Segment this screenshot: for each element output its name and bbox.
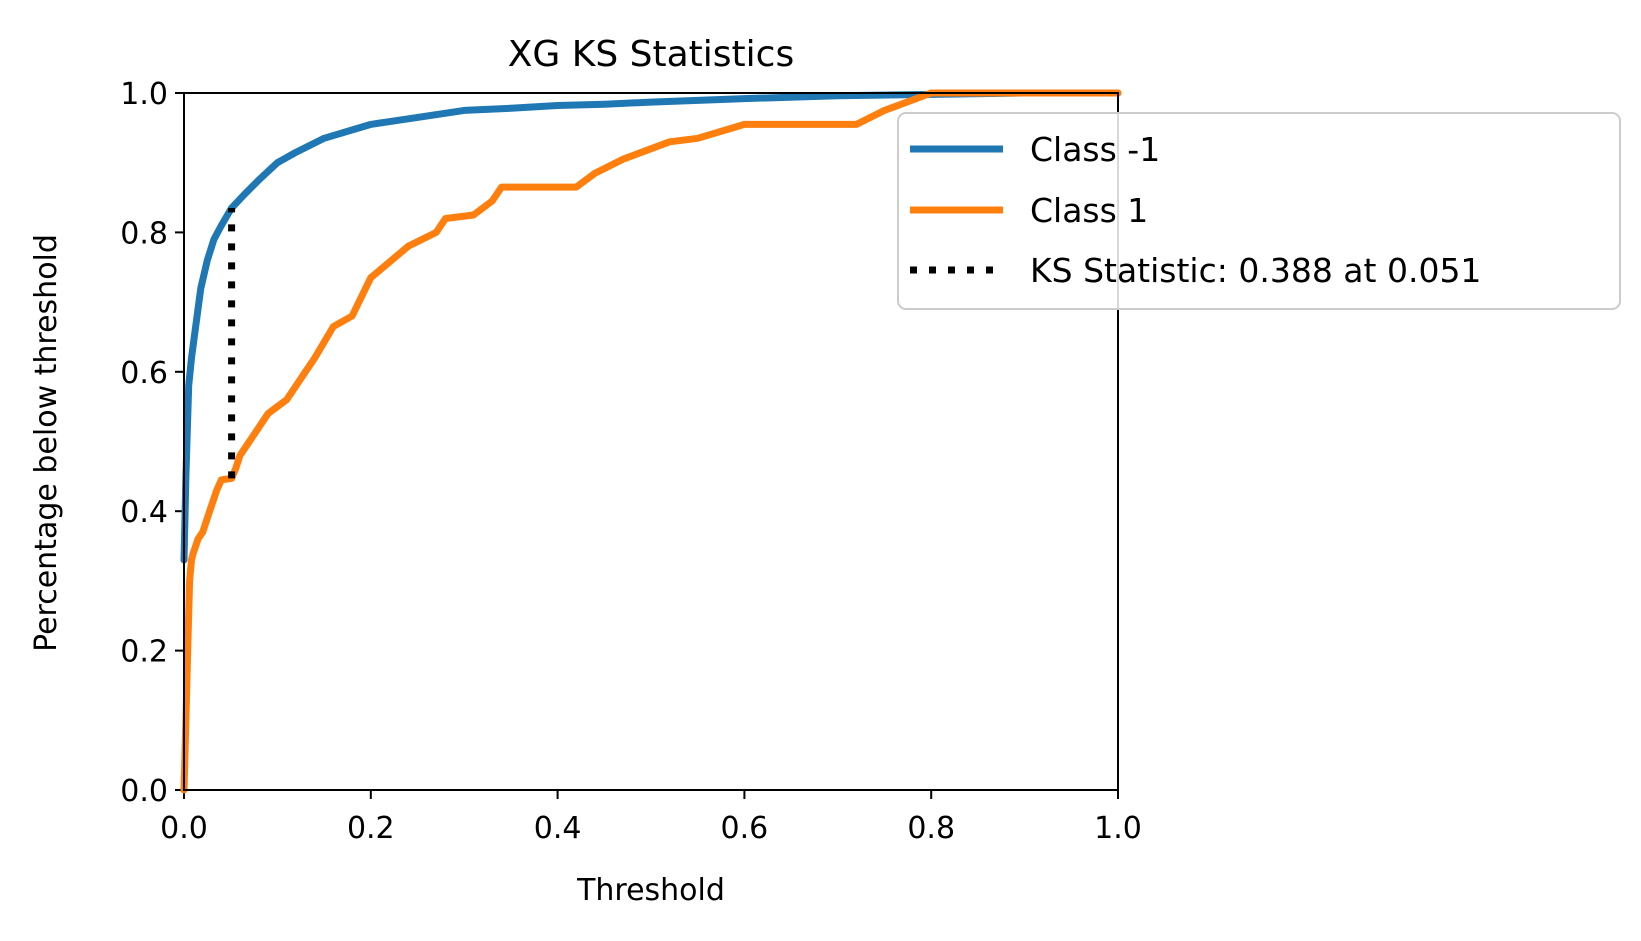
x-tick-label: 0.8	[907, 811, 955, 846]
axis-ticks: 0.0 0.2 0.4 0.6 0.8 1.0 0.0 0.2 0.4 0.6 0.8 1.0	[120, 77, 1142, 846]
x-tick-label: 0.0	[160, 811, 208, 846]
x-tick-label: 0.4	[534, 811, 582, 846]
y-tick-label: 0.8	[120, 216, 168, 251]
y-tick-label: 0.2	[120, 635, 168, 670]
x-tick-label: 0.6	[721, 811, 769, 846]
y-tick-label: 0.0	[120, 774, 168, 809]
legend-label-ks-statistic: KS Statistic: 0.388 at 0.051	[1030, 251, 1481, 290]
plot-frame	[183, 92, 1119, 791]
series-lines	[180, 89, 1122, 794]
y-tick-label: 1.0	[120, 77, 168, 112]
chart-title: XG KS Statistics	[508, 34, 794, 75]
legend-label-class-1: Class 1	[1030, 191, 1148, 230]
legend-label-class-neg1: Class -1	[1030, 130, 1160, 169]
x-tick-label: 0.2	[347, 811, 395, 846]
x-tick-label: 1.0	[1094, 811, 1142, 846]
y-tick-label: 0.4	[120, 495, 168, 530]
series-line-class-1	[180, 89, 1122, 794]
y-tick-label: 0.6	[120, 356, 168, 391]
legend: Class -1 Class 1 KS Statistic: 0.388 at …	[897, 112, 1621, 310]
y-axis-label: Percentage below threshold	[29, 234, 64, 652]
x-axis-label: Threshold	[576, 873, 725, 908]
legend-box	[897, 112, 1621, 310]
series-line-class-neg1	[180, 89, 1122, 564]
